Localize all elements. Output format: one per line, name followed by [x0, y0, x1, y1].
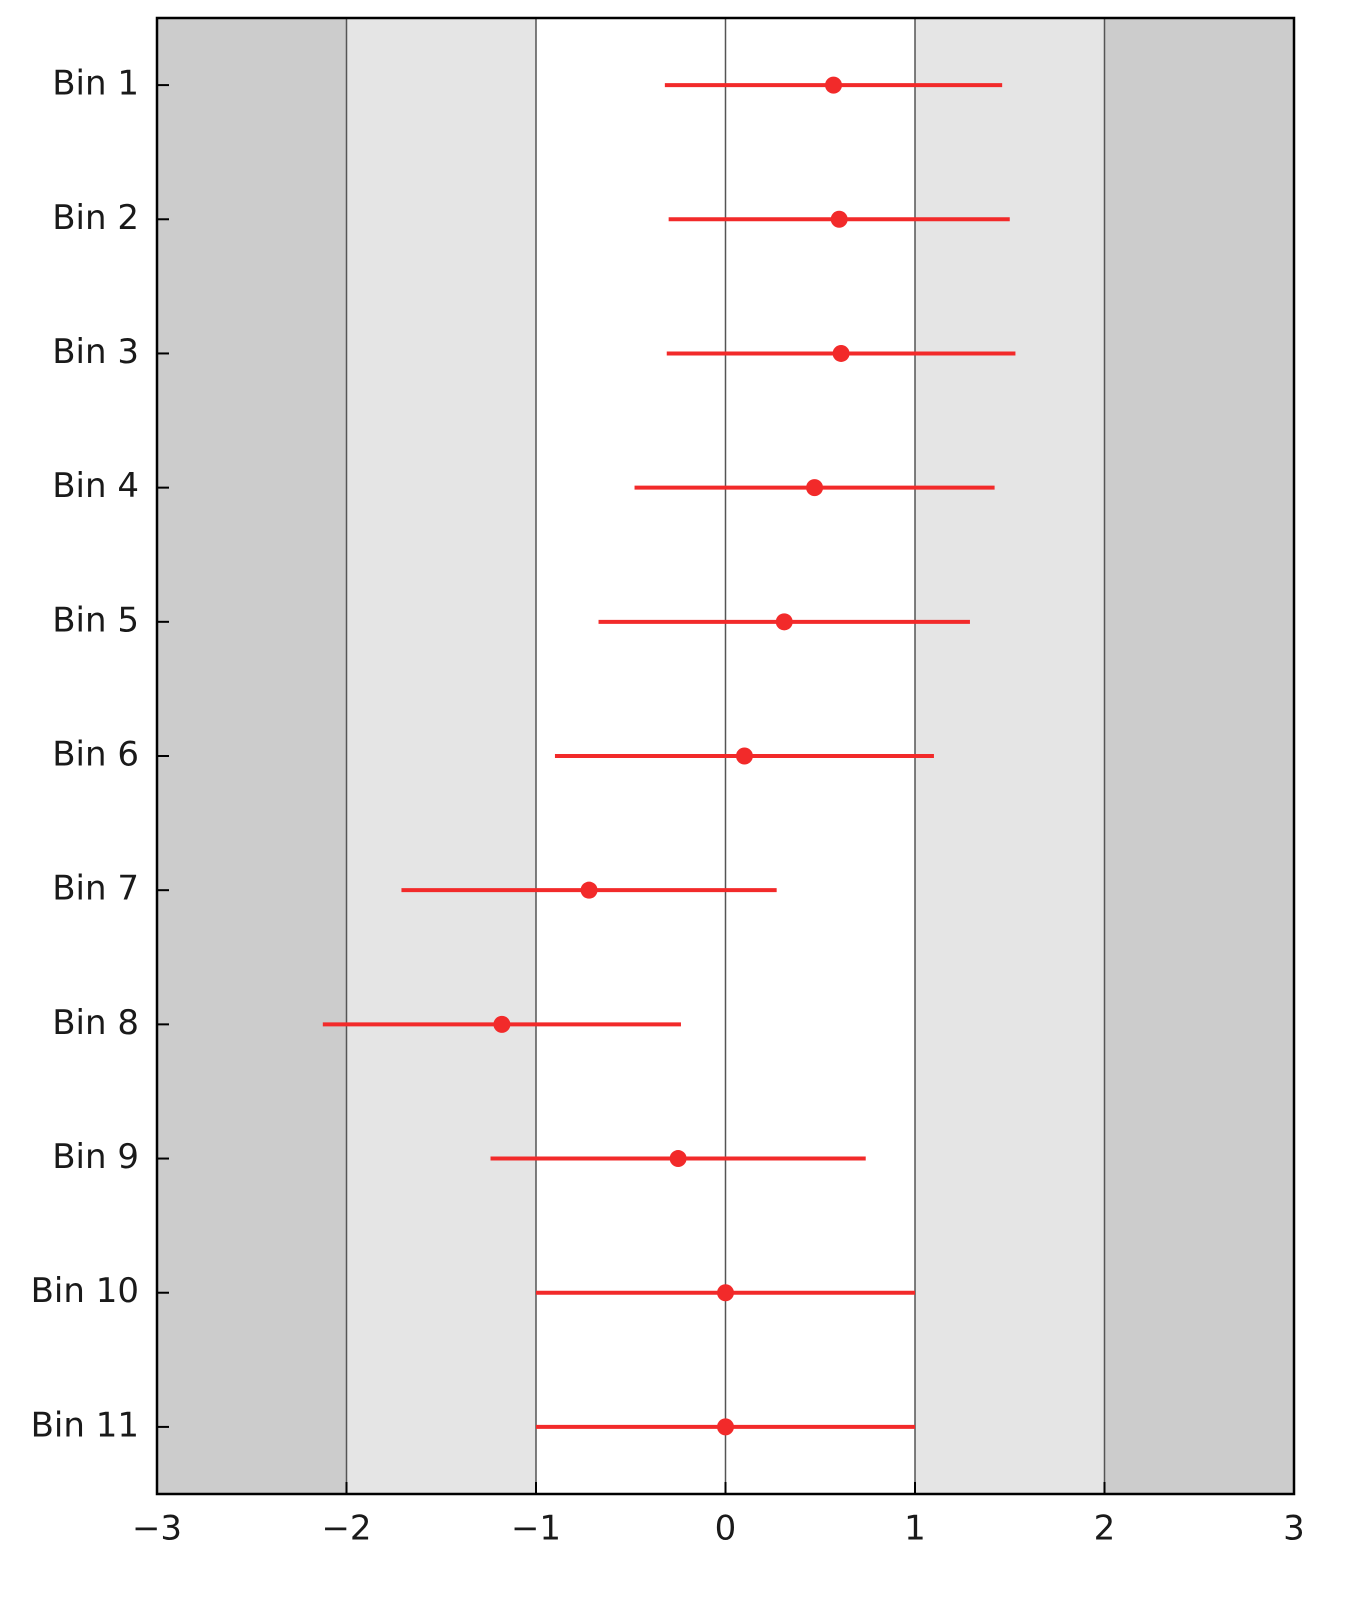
y-tick-label: Bin 5: [52, 600, 139, 640]
point: [717, 1284, 734, 1302]
y-tick-label: Bin 1: [52, 64, 139, 104]
y-tick-label: Bin 3: [52, 332, 139, 372]
point: [493, 1015, 511, 1033]
y-tick-label: Bin 10: [31, 1271, 139, 1311]
y-tick-label: Bin 8: [52, 1003, 139, 1043]
x-tick-label: 1: [904, 1509, 926, 1549]
point: [832, 344, 850, 362]
y-tick-label: Bin 4: [52, 466, 139, 506]
point: [806, 479, 824, 497]
x-tick-label: 0: [715, 1509, 737, 1549]
shaded-band: [157, 18, 347, 1494]
shaded-band: [915, 18, 1105, 1494]
x-tick-label: −3: [132, 1509, 182, 1549]
point: [669, 1150, 687, 1168]
y-tick-label: Bin 9: [52, 1137, 139, 1177]
plot-frame: [155, 16, 1296, 1496]
x-tick-label: 3: [1283, 1509, 1305, 1549]
y-tick-label: Bin 7: [52, 869, 139, 909]
point: [580, 881, 598, 899]
x-tick-label: 2: [1094, 1509, 1116, 1549]
point: [735, 747, 753, 765]
shaded-band: [346, 18, 536, 1494]
y-tick-label: Bin 2: [52, 198, 139, 238]
y-tick-label: Bin 11: [31, 1405, 139, 1445]
point: [825, 76, 843, 94]
point: [717, 1418, 734, 1436]
x-tick-label: −1: [511, 1509, 561, 1549]
shaded-band: [1104, 18, 1294, 1494]
point: [830, 210, 848, 228]
x-tick-label: −2: [321, 1509, 371, 1549]
y-tick-label: Bin 6: [52, 735, 139, 775]
point: [775, 613, 793, 631]
